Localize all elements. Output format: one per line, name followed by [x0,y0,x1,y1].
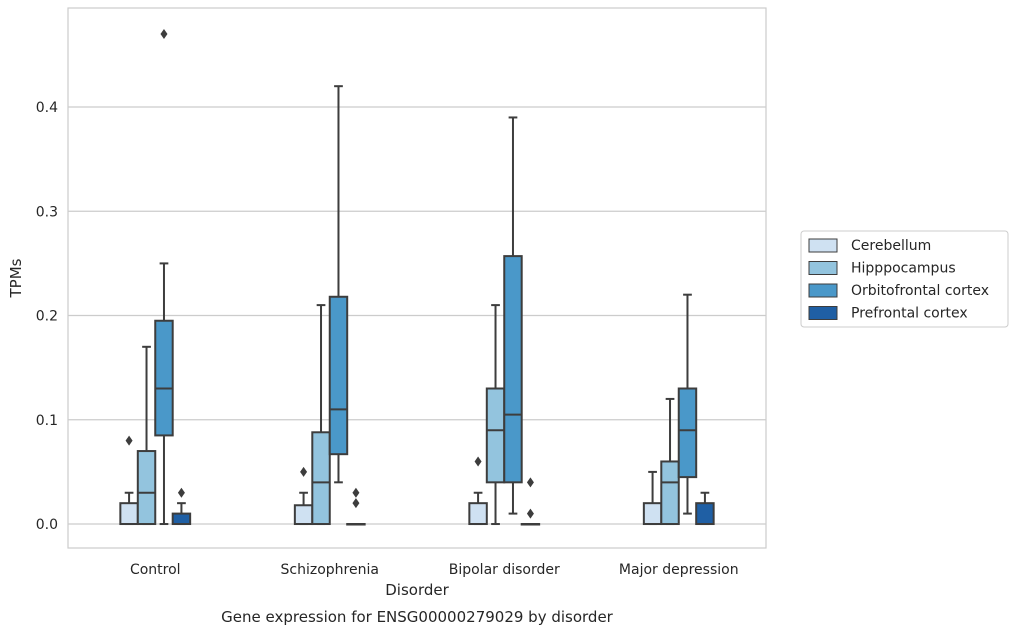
box-iqr [468,502,488,526]
box-group [503,116,523,515]
box-group [660,397,680,526]
x-tick-labels: Control Schizophrenia Bipolar disorder Majo… [130,562,739,578]
x-tick-label: Control [130,562,181,578]
legend-swatch [808,306,838,320]
box-group [677,293,698,515]
box-iqr [328,295,349,456]
box-iqr [695,502,715,526]
box-iqr [311,431,331,526]
legend: Cerebellum Hipppocampus Orbitofrontal cort… [800,230,1009,328]
plot-area [67,7,767,549]
box-series [119,29,715,526]
x-tick-label: Major depression [619,562,739,578]
box-iqr [660,460,680,526]
chart-caption: Gene expression for ENSG00000279029 by d… [221,608,614,626]
legend-label: Cerebellum [851,238,931,254]
box-iqr [485,387,506,484]
box-group [346,487,366,526]
box-group [171,487,192,526]
box-iqr [119,502,139,526]
box-iqr [293,504,314,526]
box-group [328,85,349,484]
box-group [485,304,506,526]
series-group [136,304,680,526]
legend-label: Prefrontal cortex [851,306,968,322]
outlier-point [160,29,168,40]
box-group [695,491,715,526]
y-tick-labels: 0.0 0.1 0.2 0.3 0.4 [36,100,58,533]
outlier-point [352,487,360,498]
outlier-point [526,477,534,488]
y-tick-label: 0.1 [36,413,58,429]
y-tick-label: 0.0 [36,517,58,533]
box-group [154,29,174,526]
series-group [154,29,698,526]
legend-swatch [808,261,838,275]
box-group [468,456,488,526]
box-iqr [136,450,157,526]
series-group [119,435,663,526]
box-group [119,435,139,526]
legend-swatch [808,283,838,298]
outlier-point [177,487,185,498]
outlier-point [125,435,133,446]
y-axis-label: TPMs [7,258,25,298]
outlier-point [300,466,308,477]
x-tick-label: Bipolar disorder [449,562,560,578]
box-group [136,345,157,526]
series-group [171,477,715,526]
y-tick-label: 0.2 [36,309,58,325]
legend-label: Orbitofrontal cortex [851,283,989,299]
y-tick-label: 0.3 [36,204,58,220]
y-tick-label: 0.4 [36,100,58,116]
outlier-point [526,508,534,519]
legend-frame [800,230,1009,328]
outlier-point [474,456,482,467]
x-axis-label: Disorder [385,581,449,599]
box-group [311,304,331,526]
box-iqr [642,502,663,526]
box-iqr [503,255,523,484]
legend-label: Hipppocampus [851,261,956,277]
box-iqr [154,319,174,437]
box-group [520,477,541,526]
outlier-point [352,498,360,509]
legend-swatch [808,238,838,253]
box-iqr [677,387,698,479]
box-group [642,470,663,526]
box-iqr [171,512,192,526]
x-tick-label: Schizophrenia [281,562,379,578]
